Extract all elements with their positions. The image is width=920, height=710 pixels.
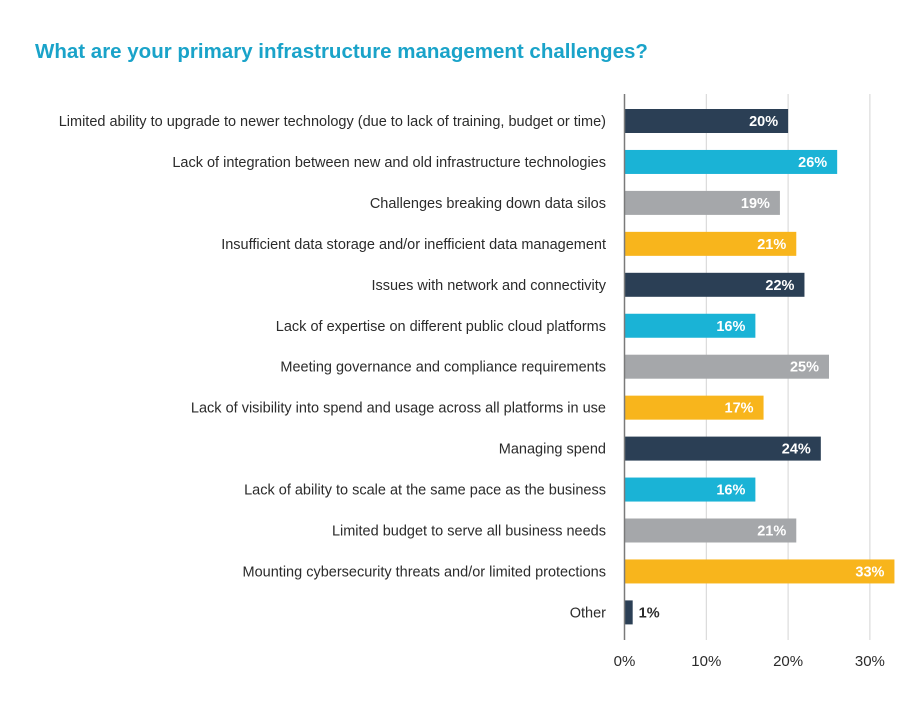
data-label: 19% [741, 196, 770, 212]
category-label: Challenges breaking down data silos [370, 196, 606, 212]
data-label: 33% [855, 564, 884, 580]
category-label: Lack of ability to scale at the same pac… [244, 483, 606, 499]
bar [624, 354, 829, 379]
x-tick-label: 20% [773, 653, 803, 670]
chart-title: What are your primary infrastructure man… [35, 40, 648, 63]
category-label: Other [570, 605, 606, 621]
category-label: Mounting cybersecurity threats and/or li… [243, 564, 606, 580]
x-tick-label: 10% [691, 653, 721, 670]
x-tick-label: 30% [855, 653, 885, 670]
data-label: 26% [798, 155, 827, 171]
bars: 20% 26% 19% 21% 22% 16% 25% 17% 24% 16% 21% 33% 1% [624, 109, 895, 625]
category-label: Lack of visibility into spend and usage … [191, 401, 606, 417]
category-label: Lack of integration between new and old … [172, 155, 606, 171]
x-axis-ticks: 0% 10% 20% 30% [614, 653, 885, 670]
category-labels: Limited ability to upgrade to newer tech… [59, 114, 607, 621]
bar [624, 109, 789, 133]
bar [624, 313, 756, 338]
data-label: 20% [749, 114, 778, 130]
category-label: Limited budget to serve all business nee… [332, 524, 606, 540]
bar [624, 190, 780, 215]
bar [624, 559, 895, 584]
data-label: 1% [639, 605, 660, 621]
bar [624, 600, 633, 625]
x-tick-label: 0% [614, 653, 636, 670]
bar [624, 149, 838, 174]
data-label: 17% [725, 401, 754, 417]
data-label: 25% [790, 360, 819, 376]
category-label: Issues with network and connectivity [371, 278, 606, 294]
data-label: 22% [765, 278, 794, 294]
category-label: Meeting governance and compliance requir… [280, 360, 606, 376]
bar [624, 477, 756, 502]
data-label: 21% [757, 237, 786, 253]
category-label: Lack of expertise on different public cl… [276, 319, 606, 335]
data-label: 16% [716, 319, 745, 335]
bar [624, 395, 764, 420]
bar [624, 231, 797, 256]
bar [624, 518, 797, 543]
bar [624, 272, 805, 297]
bar [624, 436, 821, 461]
category-label: Insufficient data storage and/or ineffic… [221, 237, 606, 253]
category-label: Managing spend [499, 442, 606, 458]
data-label: 21% [757, 524, 786, 540]
data-label: 16% [716, 483, 745, 499]
data-label: 24% [782, 442, 811, 458]
category-label: Limited ability to upgrade to newer tech… [59, 114, 606, 130]
